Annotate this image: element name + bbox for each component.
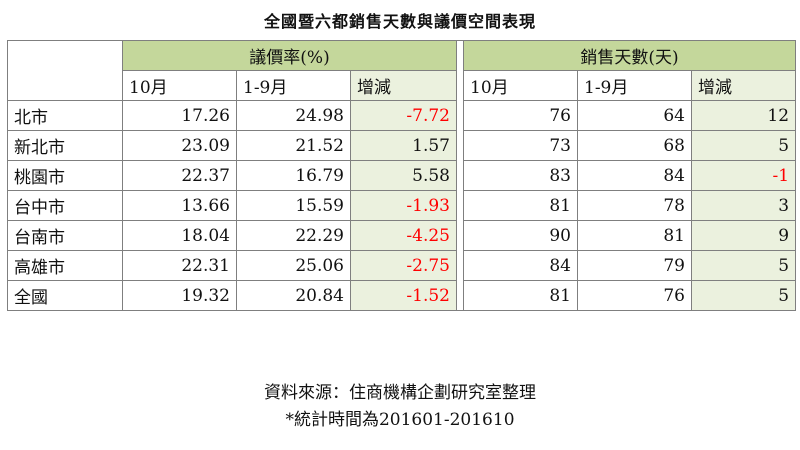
discount-oct-header: 10月 (122, 70, 237, 101)
days-change-cell: 5 (690, 280, 797, 311)
discount-oct-cell: 17.26 (122, 100, 237, 131)
days-change-cell: 12 (690, 100, 797, 131)
days-change-cell: -1 (690, 160, 797, 191)
days-oct-cell: 81 (463, 280, 578, 311)
city-cell: 桃園市 (7, 160, 123, 191)
days-change-cell: 5 (690, 130, 797, 161)
discount-jan-sep-cell: 16.79 (236, 160, 351, 191)
days-oct-header: 10月 (463, 70, 578, 101)
days-change-cell: 5 (690, 250, 797, 281)
days-oct-cell: 81 (463, 190, 578, 221)
days-change-cell: 3 (690, 190, 797, 221)
source-note: 資料來源：住商機構企劃研究室整理 (264, 383, 536, 403)
city-cell: 北市 (7, 100, 123, 131)
table-row: 北市 17.26 24.98 -7.72 76 64 12 (7, 100, 797, 131)
days-jan-sep-cell: 81 (577, 220, 692, 251)
discount-jan-sep-cell: 25.06 (236, 250, 351, 281)
city-cell: 高雄市 (7, 250, 123, 281)
city-cell: 新北市 (7, 130, 123, 161)
days-oct-cell: 83 (463, 160, 578, 191)
discount-change-cell: 5.58 (350, 160, 457, 191)
group-header-row: 議價率(%) 銷售天數(天) (7, 40, 797, 311)
discount-oct-cell: 19.32 (122, 280, 237, 311)
table-row: 台南市 18.04 22.29 -4.25 90 81 9 (7, 220, 797, 251)
table-row: 台中市 13.66 15.59 -1.93 81 78 3 (7, 190, 797, 221)
discount-change-cell: -2.75 (350, 250, 457, 281)
discount-jan-sep-cell: 15.59 (236, 190, 351, 221)
days-oct-cell: 73 (463, 130, 578, 161)
days-oct-cell: 76 (463, 100, 578, 131)
days-jan-sep-cell: 79 (577, 250, 692, 281)
discount-change-header: 增減 (350, 70, 457, 101)
discount-oct-cell: 23.09 (122, 130, 237, 161)
discount-oct-cell: 22.31 (122, 250, 237, 281)
data-table: 議價率(%) 銷售天數(天) 10月 1-9月 增減 10月 1-9月 增減 北… (7, 40, 797, 311)
discount-jan-sep-cell: 21.52 (236, 130, 351, 161)
days-jan-sep-cell: 68 (577, 130, 692, 161)
discount-change-cell: -4.25 (350, 220, 457, 251)
city-cell: 台中市 (7, 190, 123, 221)
table-row: 新北市 23.09 21.52 1.57 73 68 5 (7, 130, 797, 161)
discount-group-header: 議價率(%) (122, 40, 457, 71)
discount-oct-cell: 18.04 (122, 220, 237, 251)
table-row: 桃園市 22.37 16.79 5.58 83 84 -1 (7, 160, 797, 191)
discount-change-cell: -1.93 (350, 190, 457, 221)
discount-change-cell: 1.57 (350, 130, 457, 161)
sub-header-row: 10月 1-9月 增減 10月 1-9月 增減 (8, 70, 797, 101)
days-jan-sep-header: 1-9月 (577, 70, 692, 101)
discount-oct-cell: 13.66 (122, 190, 237, 221)
table-row: 全國 19.32 20.84 -1.52 81 76 5 (7, 280, 797, 311)
discount-oct-cell: 22.37 (122, 160, 237, 191)
discount-jan-sep-cell: 24.98 (236, 100, 351, 131)
discount-jan-sep-cell: 20.84 (236, 280, 351, 311)
period-note: *統計時間為201601-201610 (285, 410, 515, 430)
city-cell: 全國 (7, 280, 123, 311)
corner-cell (7, 40, 123, 101)
discount-jan-sep-cell: 22.29 (236, 220, 351, 251)
days-jan-sep-cell: 64 (577, 100, 692, 131)
discount-change-cell: -1.52 (350, 280, 457, 311)
days-jan-sep-cell: 76 (577, 280, 692, 311)
days-group-header: 銷售天數(天) (462, 40, 797, 71)
discount-change-cell: -7.72 (350, 100, 457, 131)
days-oct-cell: 90 (463, 220, 578, 251)
days-jan-sep-cell: 78 (577, 190, 692, 221)
table-title: 全國暨六都銷售天數與議價空間表現 (263, 12, 536, 31)
column-gap (456, 40, 464, 311)
days-jan-sep-cell: 84 (577, 160, 692, 191)
city-cell: 台南市 (7, 220, 123, 251)
table-row: 高雄市 22.31 25.06 -2.75 84 79 5 (7, 250, 797, 281)
discount-jan-sep-header: 1-9月 (236, 70, 351, 101)
days-change-header: 增減 (690, 70, 797, 101)
days-change-cell: 9 (690, 220, 797, 251)
days-oct-cell: 84 (463, 250, 578, 281)
